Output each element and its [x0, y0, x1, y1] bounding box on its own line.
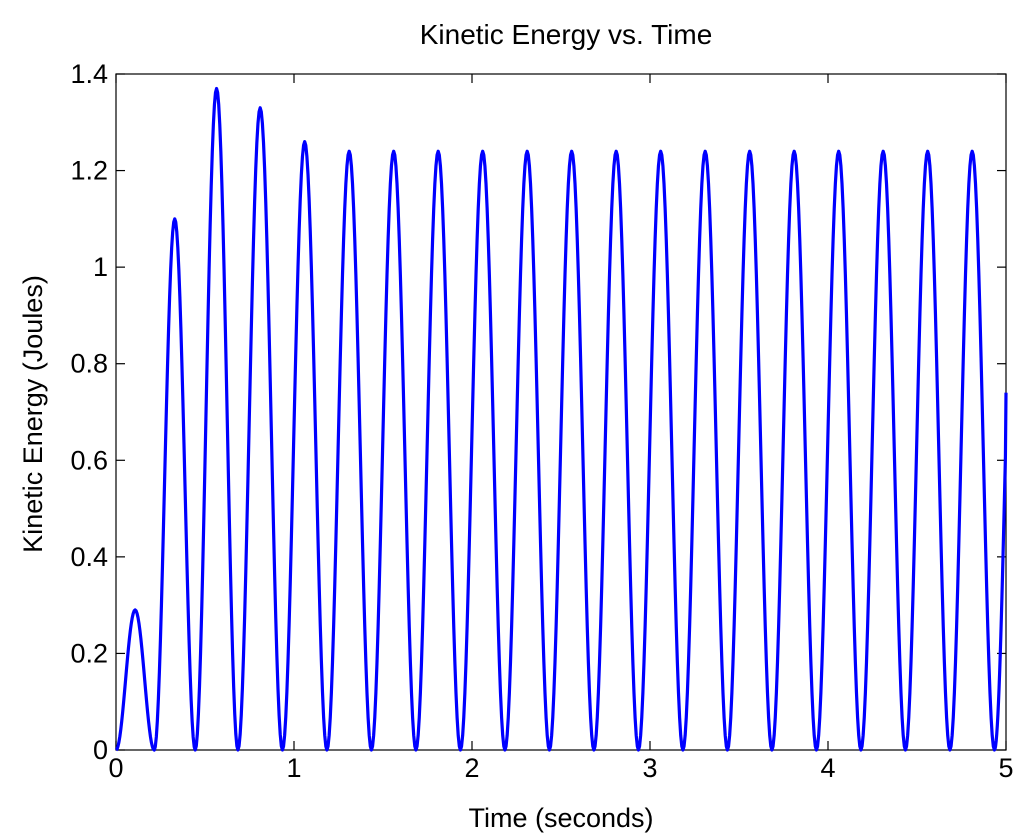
y-tick-label: 0: [93, 735, 108, 765]
kinetic-energy-line: [114, 86, 1008, 752]
y-tick-label: 0.6: [70, 445, 108, 475]
y-tick-label: 0.8: [70, 349, 108, 379]
x-tick-label: 3: [642, 753, 657, 783]
y-tick-label: 1.2: [70, 156, 108, 186]
y-tick-label: 0.4: [70, 542, 108, 572]
series-group: [114, 86, 1008, 752]
x-axis-label: Time (seconds): [468, 803, 653, 833]
tick-labels: 0 1 2 3 4 5 0 0.2 0.4 0.6 0.8 1 1.2 1.4: [70, 59, 1013, 783]
chart-title: Kinetic Energy vs. Time: [420, 19, 713, 50]
x-tick-label: 2: [464, 753, 479, 783]
x-tick-label: 1: [286, 753, 301, 783]
x-tick-label: 4: [820, 753, 835, 783]
y-axis-label: Kinetic Energy (Joules): [18, 275, 48, 553]
y-tick-label: 1.4: [70, 59, 108, 89]
y-tick-label: 0.2: [70, 638, 108, 668]
x-tick-label: 5: [998, 753, 1013, 783]
y-tick-label: 1: [93, 252, 108, 282]
x-tick-label: 0: [108, 753, 123, 783]
